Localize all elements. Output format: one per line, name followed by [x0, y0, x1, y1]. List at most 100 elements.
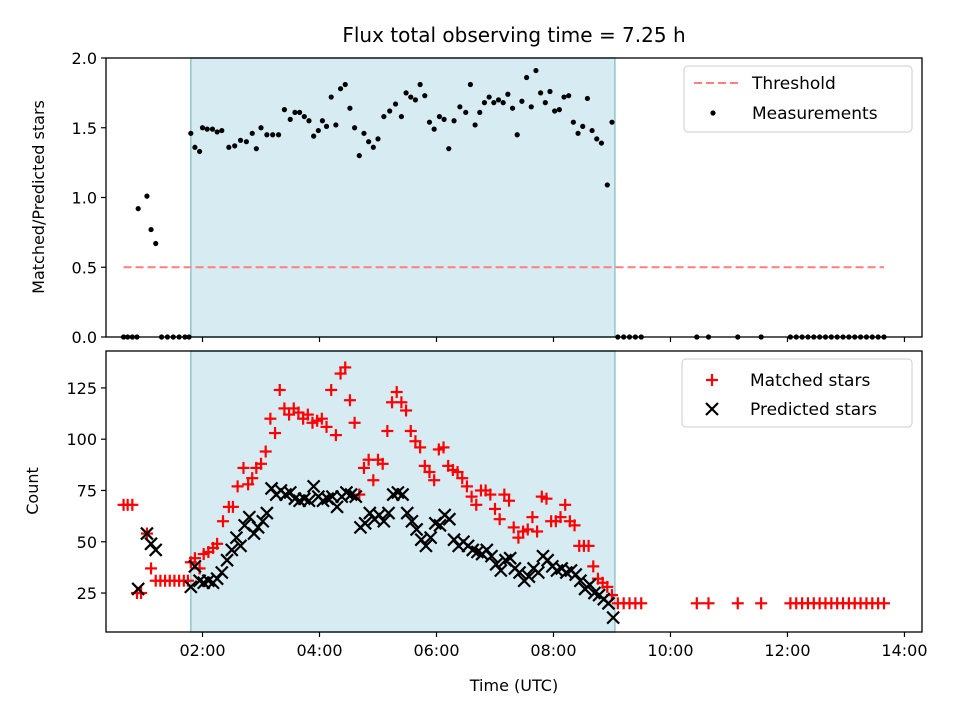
matched-star-point	[226, 500, 239, 513]
measurement-point	[538, 90, 544, 96]
x-tick-label: 14:00	[881, 641, 927, 660]
ratio-y-tick-label: 0.0	[72, 328, 97, 347]
matched-star-point	[559, 498, 572, 511]
count-y-tick-label: 100	[66, 430, 97, 449]
predicted-star-point	[247, 526, 261, 541]
ratio-panel: 0.00.51.01.52.0 Matched/Predicted stars …	[29, 49, 923, 347]
matched-star-point	[423, 466, 436, 479]
threshold-legend-label: Threshold	[751, 74, 836, 94]
predicted-star-point	[229, 530, 244, 545]
matched-star-point	[437, 441, 450, 454]
x-axis-label: Time (UTC)	[469, 676, 558, 695]
measurement-point	[347, 105, 353, 111]
measurement-point	[237, 137, 244, 143]
measurement-point	[472, 122, 478, 128]
count-y-axis-label: Count	[23, 467, 42, 515]
matched-star-point	[418, 459, 431, 472]
matched-star-point	[255, 457, 268, 470]
predicted-star-point	[503, 551, 517, 565]
measurement-point	[196, 148, 203, 155]
matched-star-point	[465, 490, 478, 503]
measurement-point	[188, 130, 194, 136]
measurement-point	[528, 104, 534, 110]
measurement-point	[370, 144, 376, 150]
predicted-star-point	[442, 512, 457, 526]
matched-star-point	[259, 445, 272, 458]
measurements-legend-label: Measurements	[752, 104, 878, 124]
measurement-point	[403, 90, 409, 96]
measurement-point	[387, 108, 393, 114]
matched-legend-swatch	[706, 374, 718, 386]
measurement-point	[297, 109, 303, 116]
measurement-point	[584, 95, 591, 102]
measurement-point	[495, 97, 502, 103]
measurement-point	[204, 126, 210, 132]
matched-star-point	[357, 461, 370, 474]
measurement-point	[431, 126, 437, 132]
matched-star-point	[702, 597, 715, 610]
matched-star-point	[269, 427, 282, 440]
measurement-point	[243, 139, 249, 145]
predicted-star-point	[423, 530, 438, 545]
matched-star-point	[498, 488, 511, 501]
predicted-star-point	[531, 565, 546, 580]
predicted-star-point	[233, 539, 248, 553]
measurement-point	[426, 119, 433, 125]
matched-star-point	[554, 511, 567, 524]
measurement-point	[214, 129, 220, 135]
measurement-point	[306, 118, 312, 124]
measurement-point	[381, 113, 387, 120]
measurement-point	[609, 119, 615, 125]
matched-star-point	[246, 472, 259, 485]
predicted-star-point	[419, 539, 433, 553]
measurement-point	[209, 126, 216, 132]
predicted-star-point	[255, 514, 270, 529]
x-tick-label: 04:00	[296, 641, 342, 660]
x-tick-label: 08:00	[530, 641, 576, 660]
matched-star-point	[348, 416, 361, 429]
chart-title: Flux total observing time = 7.25 h	[342, 23, 685, 47]
measurement-point	[467, 81, 474, 88]
matched-star-point	[334, 367, 347, 380]
matched-star-point	[339, 361, 352, 374]
measurement-point	[451, 118, 457, 124]
predicted-star-point	[306, 479, 321, 494]
measurement-point	[232, 143, 238, 149]
measurement-point	[446, 146, 452, 152]
measurement-point	[481, 100, 488, 106]
measurement-point	[575, 130, 581, 136]
matched-star-point	[635, 597, 648, 610]
matched-star-point	[428, 474, 441, 487]
matched-star-point	[409, 435, 422, 448]
count-axes-frame	[105, 350, 923, 633]
predicted-star-point	[381, 506, 396, 520]
matched-star-point	[367, 474, 380, 487]
matched-star-point	[231, 480, 244, 493]
count-y-tick-label: 50	[77, 533, 97, 552]
measurement-point	[333, 122, 339, 128]
matched-star-point	[582, 539, 595, 552]
measurement-point	[337, 86, 344, 92]
predicted-star-point	[140, 526, 154, 541]
matched-star-point	[507, 521, 520, 534]
predicted-star-point	[148, 543, 163, 557]
measurement-point	[148, 226, 154, 233]
predicted-legend-label: Predicted stars	[750, 400, 877, 420]
measurement-point	[422, 93, 428, 99]
matched-star-point	[690, 597, 703, 610]
measurement-point	[199, 125, 206, 131]
matched-star-point	[264, 412, 277, 425]
measurement-point	[192, 144, 198, 150]
measurement-point	[135, 206, 141, 212]
predicted-star-point	[224, 543, 239, 557]
measurement-point	[328, 94, 334, 100]
ratio-y-tick-label: 0.5	[72, 258, 97, 277]
matched-star-point	[395, 396, 408, 409]
measurement-point	[311, 133, 317, 139]
x-tick-label: 10:00	[647, 641, 693, 660]
measurement-point	[561, 94, 567, 100]
matched-star-point	[381, 424, 394, 437]
predicted-star-point	[131, 582, 145, 596]
matched-star-point	[540, 492, 553, 505]
measurement-point	[249, 130, 255, 136]
